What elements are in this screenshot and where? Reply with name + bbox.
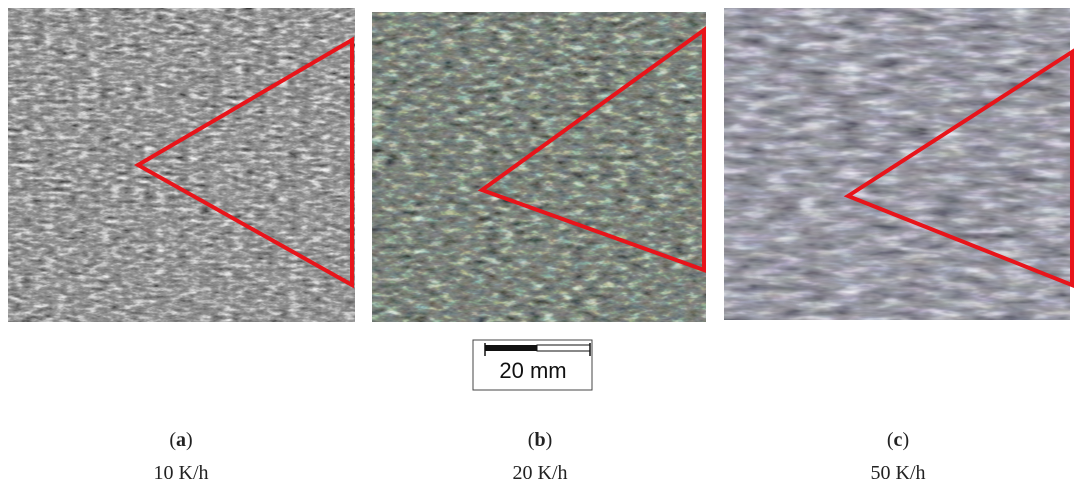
panel-caption: 50 K/h (798, 462, 998, 485)
micrograph-b (372, 12, 706, 322)
panel-label: (b) (440, 429, 640, 452)
scale-bar: 20 mm (473, 340, 592, 390)
panel-label: (a) (81, 429, 281, 452)
figure: 20 mm (0, 0, 1078, 493)
micrograph-c (724, 8, 1072, 320)
figure-page: 20 mm (a) 10 K/h (b) 20 K/h (c) 50 K/h (… (0, 0, 1078, 493)
micrograph-a (8, 8, 355, 322)
panel-label: (c) (798, 429, 998, 452)
panel-caption: 20 K/h (440, 462, 640, 485)
scale-bar-label: 20 mm (499, 358, 566, 383)
panel-caption: 10 K/h (81, 462, 281, 485)
